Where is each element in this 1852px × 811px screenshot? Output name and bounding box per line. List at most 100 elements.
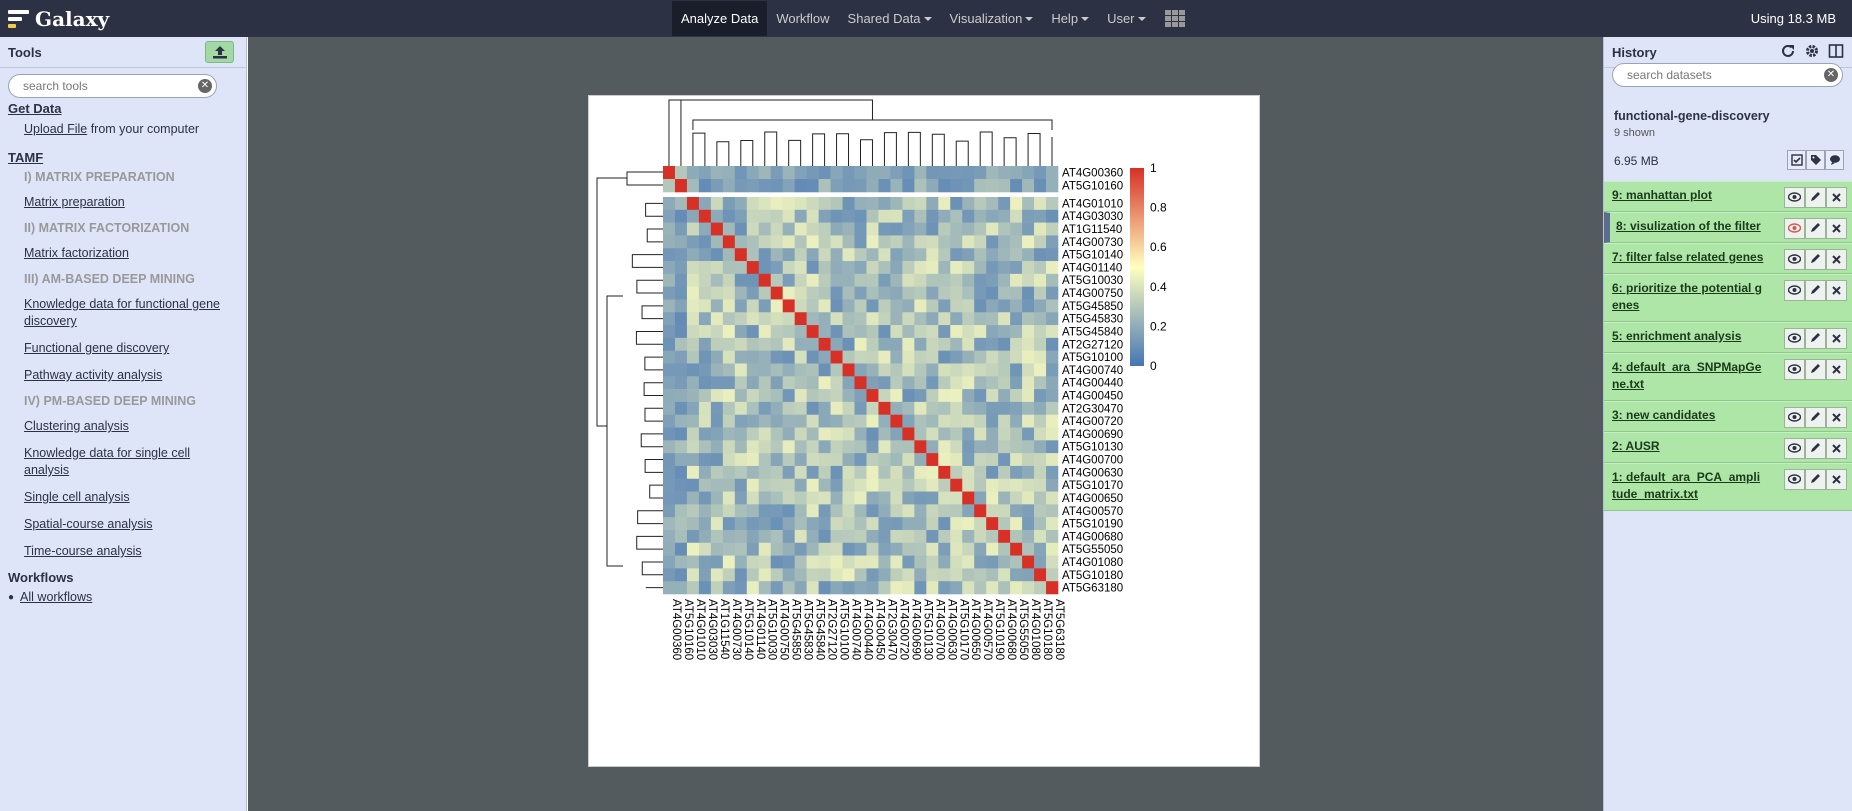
delete-dataset-button[interactable] [1826, 328, 1847, 349]
heatmap-cell [854, 568, 867, 582]
dataset-title[interactable]: 9: manhattan plot [1612, 188, 1713, 202]
all-workflows-link[interactable]: All workflows [20, 590, 93, 604]
section-get-data[interactable]: Get Data [8, 101, 62, 116]
tool-item[interactable]: Clustering analysis [24, 418, 238, 435]
delete-dataset-button[interactable] [1826, 187, 1847, 208]
view-dataset-button[interactable] [1784, 407, 1805, 428]
delete-dataset-button[interactable] [1826, 359, 1847, 380]
delete-dataset-button[interactable] [1826, 438, 1847, 459]
refresh-icon[interactable] [1780, 43, 1796, 59]
nav-help[interactable]: Help [1042, 1, 1098, 36]
close-icon [1832, 441, 1841, 456]
view-dataset-button[interactable] [1784, 359, 1805, 380]
view-dataset-button[interactable] [1784, 438, 1805, 459]
dataset-item[interactable]: 4: default_ara_SNPMapGene.txt [1604, 353, 1852, 401]
delete-dataset-button[interactable] [1826, 218, 1847, 239]
dataset-title[interactable]: 8: visulization of the filter [1616, 219, 1761, 233]
clear-search-icon[interactable]: ✕ [198, 79, 212, 93]
close-icon [1832, 221, 1841, 236]
edit-dataset-button[interactable] [1805, 328, 1826, 349]
dataset-title[interactable]: 7: filter false related genes [1612, 250, 1764, 264]
tool-item[interactable]: Knowledge data for functional gene disco… [24, 296, 238, 330]
section-tamf[interactable]: TAMF [8, 150, 44, 165]
edit-dataset-button[interactable] [1805, 359, 1826, 380]
upload-button[interactable] [205, 41, 234, 63]
tool-link[interactable]: Spatial-course analysis [24, 517, 153, 531]
upload-file-link[interactable]: Upload File [24, 122, 88, 136]
view-dataset-button[interactable] [1784, 187, 1805, 208]
apps-grid-icon[interactable] [1155, 1, 1195, 36]
dataset-item[interactable]: 3: new candidates [1604, 401, 1852, 432]
dataset-item[interactable]: 6: prioritize the potential genes [1604, 274, 1852, 322]
tool-item[interactable]: Single cell analysis [24, 489, 238, 506]
tool-item[interactable]: Matrix preparation [24, 194, 238, 211]
nav-visualization[interactable]: Visualization [941, 1, 1043, 36]
row-label: AT4G00740 [1062, 365, 1123, 377]
dataset-item[interactable]: 9: manhattan plot [1604, 181, 1852, 212]
dataset-title[interactable]: 3: new candidates [1612, 408, 1716, 422]
dataset-title[interactable]: 4: default_ara_SNPMapGene.txt [1612, 360, 1762, 391]
delete-dataset-button[interactable] [1826, 249, 1847, 270]
dataset-item[interactable]: 5: enrichment analysis [1604, 322, 1852, 353]
tool-link[interactable]: Matrix preparation [24, 195, 125, 209]
tool-item[interactable]: Time-course analysis [24, 543, 238, 560]
clear-dataset-search-icon[interactable]: ✕ [1824, 68, 1838, 82]
tool-link[interactable]: Knowledge data for functional gene disco… [24, 297, 220, 328]
dataset-title[interactable]: 1: default_ara_PCA_amplitude_matrix.txt [1612, 470, 1761, 501]
tool-link[interactable]: Clustering analysis [24, 419, 129, 433]
tool-link[interactable]: Knowledge data for single cell analysis [24, 446, 191, 477]
tool-item[interactable]: Pathway activity analysis [24, 367, 238, 384]
edit-dataset-button[interactable] [1805, 469, 1826, 490]
edit-dataset-button[interactable] [1805, 407, 1826, 428]
columns-icon[interactable] [1828, 43, 1844, 59]
tool-link[interactable]: Single cell analysis [24, 490, 130, 504]
history-name[interactable]: functional-gene-discovery [1614, 109, 1770, 123]
tool-item[interactable]: Matrix factorization [24, 245, 238, 262]
nav-workflow[interactable]: Workflow [767, 1, 838, 36]
nav-analyze-data[interactable]: Analyze Data [672, 1, 768, 36]
tool-search-input[interactable]: search tools ✕ [8, 74, 217, 98]
tool-link[interactable]: Pathway activity analysis [24, 368, 163, 382]
edit-dataset-button[interactable] [1805, 187, 1826, 208]
gear-icon[interactable] [1804, 43, 1820, 59]
tool-item[interactable]: Knowledge data for single cell analysis [24, 445, 238, 479]
nav-user[interactable]: User [1098, 1, 1154, 36]
tool-upload-file[interactable]: Upload File from your computer [24, 121, 238, 138]
edit-dataset-button[interactable] [1805, 438, 1826, 459]
delete-dataset-button[interactable] [1826, 469, 1847, 490]
heatmap-cell [722, 248, 736, 262]
delete-dataset-button[interactable] [1826, 407, 1847, 428]
nav-shared-data[interactable]: Shared Data [839, 1, 941, 36]
edit-dataset-button[interactable] [1805, 280, 1826, 301]
tags-button[interactable] [1806, 150, 1825, 170]
dataset-title[interactable]: 6: prioritize the potential genes [1612, 281, 1763, 312]
tool-link[interactable]: Functional gene discovery [24, 341, 170, 355]
quota-meter[interactable]: Using 18.3 MB [1750, 11, 1836, 26]
dataset-title[interactable]: 2: AUSR [1612, 439, 1660, 453]
view-dataset-button[interactable] [1784, 218, 1805, 239]
view-dataset-button[interactable] [1784, 249, 1805, 270]
view-dataset-button[interactable] [1784, 328, 1805, 349]
dataset-item[interactable]: 1: default_ara_PCA_amplitude_matrix.txt [1604, 463, 1852, 511]
tool-item[interactable]: Spatial-course analysis [24, 516, 238, 533]
heatmap-cell [782, 389, 795, 403]
heatmap-cell [950, 222, 963, 236]
heatmap-cell [986, 235, 999, 249]
tool-link[interactable]: Matrix factorization [24, 246, 129, 260]
tool-link[interactable]: Time-course analysis [24, 544, 142, 558]
delete-dataset-button[interactable] [1826, 280, 1847, 301]
view-dataset-button[interactable] [1784, 469, 1805, 490]
select-items-button[interactable] [1787, 150, 1806, 170]
dataset-item[interactable]: 2: AUSR [1604, 432, 1852, 463]
edit-dataset-button[interactable] [1805, 218, 1826, 239]
tool-item[interactable]: Functional gene discovery [24, 340, 238, 357]
dataset-search-input[interactable]: search datasets ✕ [1612, 63, 1843, 87]
view-dataset-button[interactable] [1784, 280, 1805, 301]
heatmap-cell [878, 453, 891, 467]
dataset-item[interactable]: 8: visulization of the filter [1604, 212, 1852, 243]
galaxy-brand[interactable]: Galaxy [8, 6, 109, 32]
annotation-button[interactable] [1825, 150, 1844, 170]
edit-dataset-button[interactable] [1805, 249, 1826, 270]
dataset-title[interactable]: 5: enrichment analysis [1612, 329, 1742, 343]
dataset-item[interactable]: 7: filter false related genes [1604, 243, 1852, 274]
